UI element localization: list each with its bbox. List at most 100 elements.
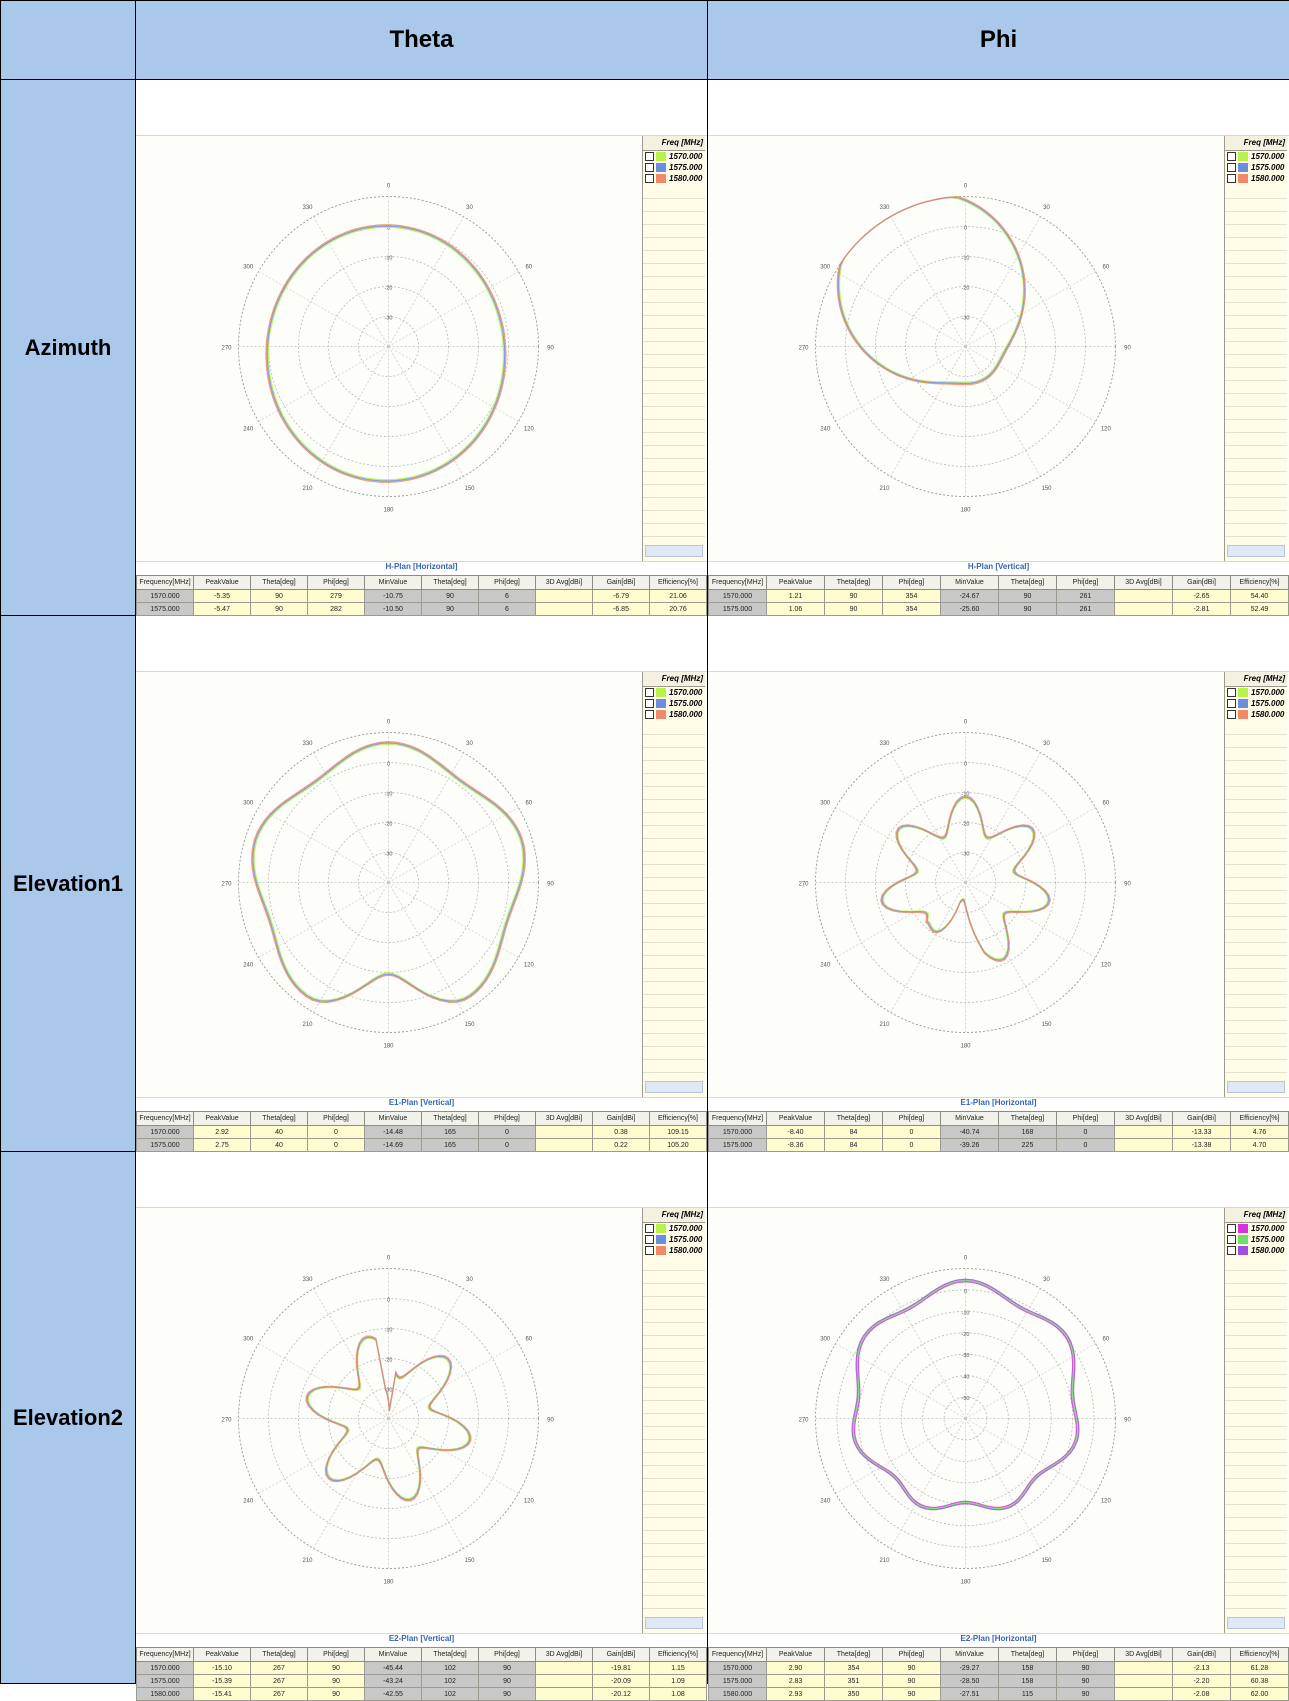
table-cell: -8.40	[767, 1126, 825, 1139]
legend-item[interactable]: 1575.000	[1225, 1234, 1287, 1245]
legend-checkbox[interactable]	[1227, 688, 1236, 697]
legend-item[interactable]: 1575.000	[643, 1234, 705, 1245]
table-cell: 90	[1057, 1688, 1115, 1701]
legend-item[interactable]: 1580.000	[1225, 1245, 1287, 1256]
legend-item[interactable]: 1570.000	[1225, 1223, 1287, 1234]
grid-spoke	[389, 272, 519, 347]
grid-spoke	[836, 883, 966, 958]
legend-checkbox[interactable]	[645, 152, 654, 161]
legend-scrollbar[interactable]	[1227, 545, 1285, 557]
legend-checkbox[interactable]	[1227, 710, 1236, 719]
table-cell: 2.75	[194, 1139, 251, 1152]
table-cell: 168	[999, 1126, 1057, 1139]
table-cell: 90	[825, 590, 883, 603]
legend-label: 1580.000	[1251, 1245, 1284, 1256]
table-cell: 90	[422, 590, 479, 603]
legend-item[interactable]: 1580.000	[1225, 709, 1287, 720]
angle-label: 210	[302, 1558, 313, 1564]
legend-checkbox[interactable]	[645, 1246, 654, 1255]
legend-header: Freq [MHz]	[643, 136, 705, 151]
legend-checkbox[interactable]	[645, 710, 654, 719]
table-cell: -28.50	[941, 1675, 999, 1688]
table-cell: 1.09	[650, 1675, 707, 1688]
legend-item[interactable]: 1575.000	[643, 162, 705, 173]
legend-scrollbar[interactable]	[645, 1617, 703, 1629]
table-cell	[536, 590, 593, 603]
radial-tick-label: 0	[387, 1298, 390, 1304]
table-cell: 54.40	[1231, 590, 1289, 603]
legend-checkbox[interactable]	[1227, 699, 1236, 708]
legend-checkbox[interactable]	[645, 1224, 654, 1233]
legend-checkbox[interactable]	[1227, 174, 1236, 183]
table-header-cell: MinValue	[365, 1112, 422, 1126]
legend-checkbox[interactable]	[645, 699, 654, 708]
grid-spoke	[389, 753, 464, 883]
legend-item[interactable]: 1575.000	[1225, 698, 1287, 709]
angle-label: 90	[1124, 882, 1131, 888]
legend-checkbox[interactable]	[1227, 163, 1236, 172]
table-cell: 62.00	[1231, 1688, 1289, 1701]
legend-item[interactable]: 1570.000	[1225, 151, 1287, 162]
legend-label: 1570.000	[1251, 687, 1284, 698]
table-cell: -40.74	[941, 1126, 999, 1139]
table-cell: 90	[883, 1688, 941, 1701]
legend-scrollbar[interactable]	[645, 545, 703, 557]
table-cell: 115	[999, 1688, 1057, 1701]
legend-checkbox[interactable]	[645, 163, 654, 172]
legend-item[interactable]: 1580.000	[643, 709, 705, 720]
table-header-cell: Gain[dBi]	[1173, 576, 1231, 590]
legend-item[interactable]: 1580.000	[643, 1245, 705, 1256]
legend-checkbox[interactable]	[1227, 1235, 1236, 1244]
table-cell: -25.60	[941, 603, 999, 616]
legend-scrollbar[interactable]	[1227, 1617, 1285, 1629]
table-header-cell: 3D Avg[dBi]	[536, 576, 593, 590]
legend-checkbox[interactable]	[645, 688, 654, 697]
table-header-cell: Theta[deg]	[825, 1112, 883, 1126]
angle-label: 30	[1043, 741, 1050, 747]
table-cell: 354	[883, 590, 941, 603]
table-cell: 90	[883, 1662, 941, 1675]
legend-checkbox[interactable]	[1227, 1246, 1236, 1255]
table-cell: 351	[825, 1675, 883, 1688]
table-cell: 1575.000	[137, 1675, 194, 1688]
legend-checkbox[interactable]	[645, 1235, 654, 1244]
legend-checkbox[interactable]	[1227, 1224, 1236, 1233]
angle-label: 180	[960, 1044, 971, 1050]
table-cell: 0.22	[593, 1139, 650, 1152]
table-cell: 90	[422, 603, 479, 616]
grid-spoke	[314, 753, 389, 883]
grid-spoke	[966, 347, 1041, 477]
legend-item[interactable]: 1570.000	[643, 1223, 705, 1234]
legend-item[interactable]: 1580.000	[1225, 173, 1287, 184]
legend-swatch	[656, 174, 666, 183]
legend-scrollbar[interactable]	[645, 1081, 703, 1093]
table-cell: 1580.000	[709, 1688, 767, 1701]
table-cell: 4.76	[1231, 1126, 1289, 1139]
legend-checkbox[interactable]	[1227, 152, 1236, 161]
table-cell: -8.36	[767, 1139, 825, 1152]
grid-spoke	[966, 217, 1041, 347]
legend-item[interactable]: 1580.000	[643, 173, 705, 184]
angle-label: 330	[302, 741, 313, 747]
angle-label: 270	[221, 882, 232, 888]
angle-label: 300	[243, 265, 254, 271]
legend-item[interactable]: 1575.000	[643, 698, 705, 709]
legend-item[interactable]: 1570.000	[1225, 687, 1287, 698]
legend-checkbox[interactable]	[645, 174, 654, 183]
legend-scrollbar[interactable]	[1227, 1081, 1285, 1093]
legend-item[interactable]: 1570.000	[643, 151, 705, 162]
table-cell: 2.90	[767, 1662, 825, 1675]
angle-label: 150	[464, 1558, 475, 1564]
table-cell: 90	[251, 590, 308, 603]
legend-blank-rows	[1225, 722, 1287, 1077]
legend-item[interactable]: 1575.000	[1225, 162, 1287, 173]
legend-item[interactable]: 1570.000	[643, 687, 705, 698]
angle-label: 60	[525, 265, 532, 271]
table-cell: 1570.000	[137, 1126, 194, 1139]
